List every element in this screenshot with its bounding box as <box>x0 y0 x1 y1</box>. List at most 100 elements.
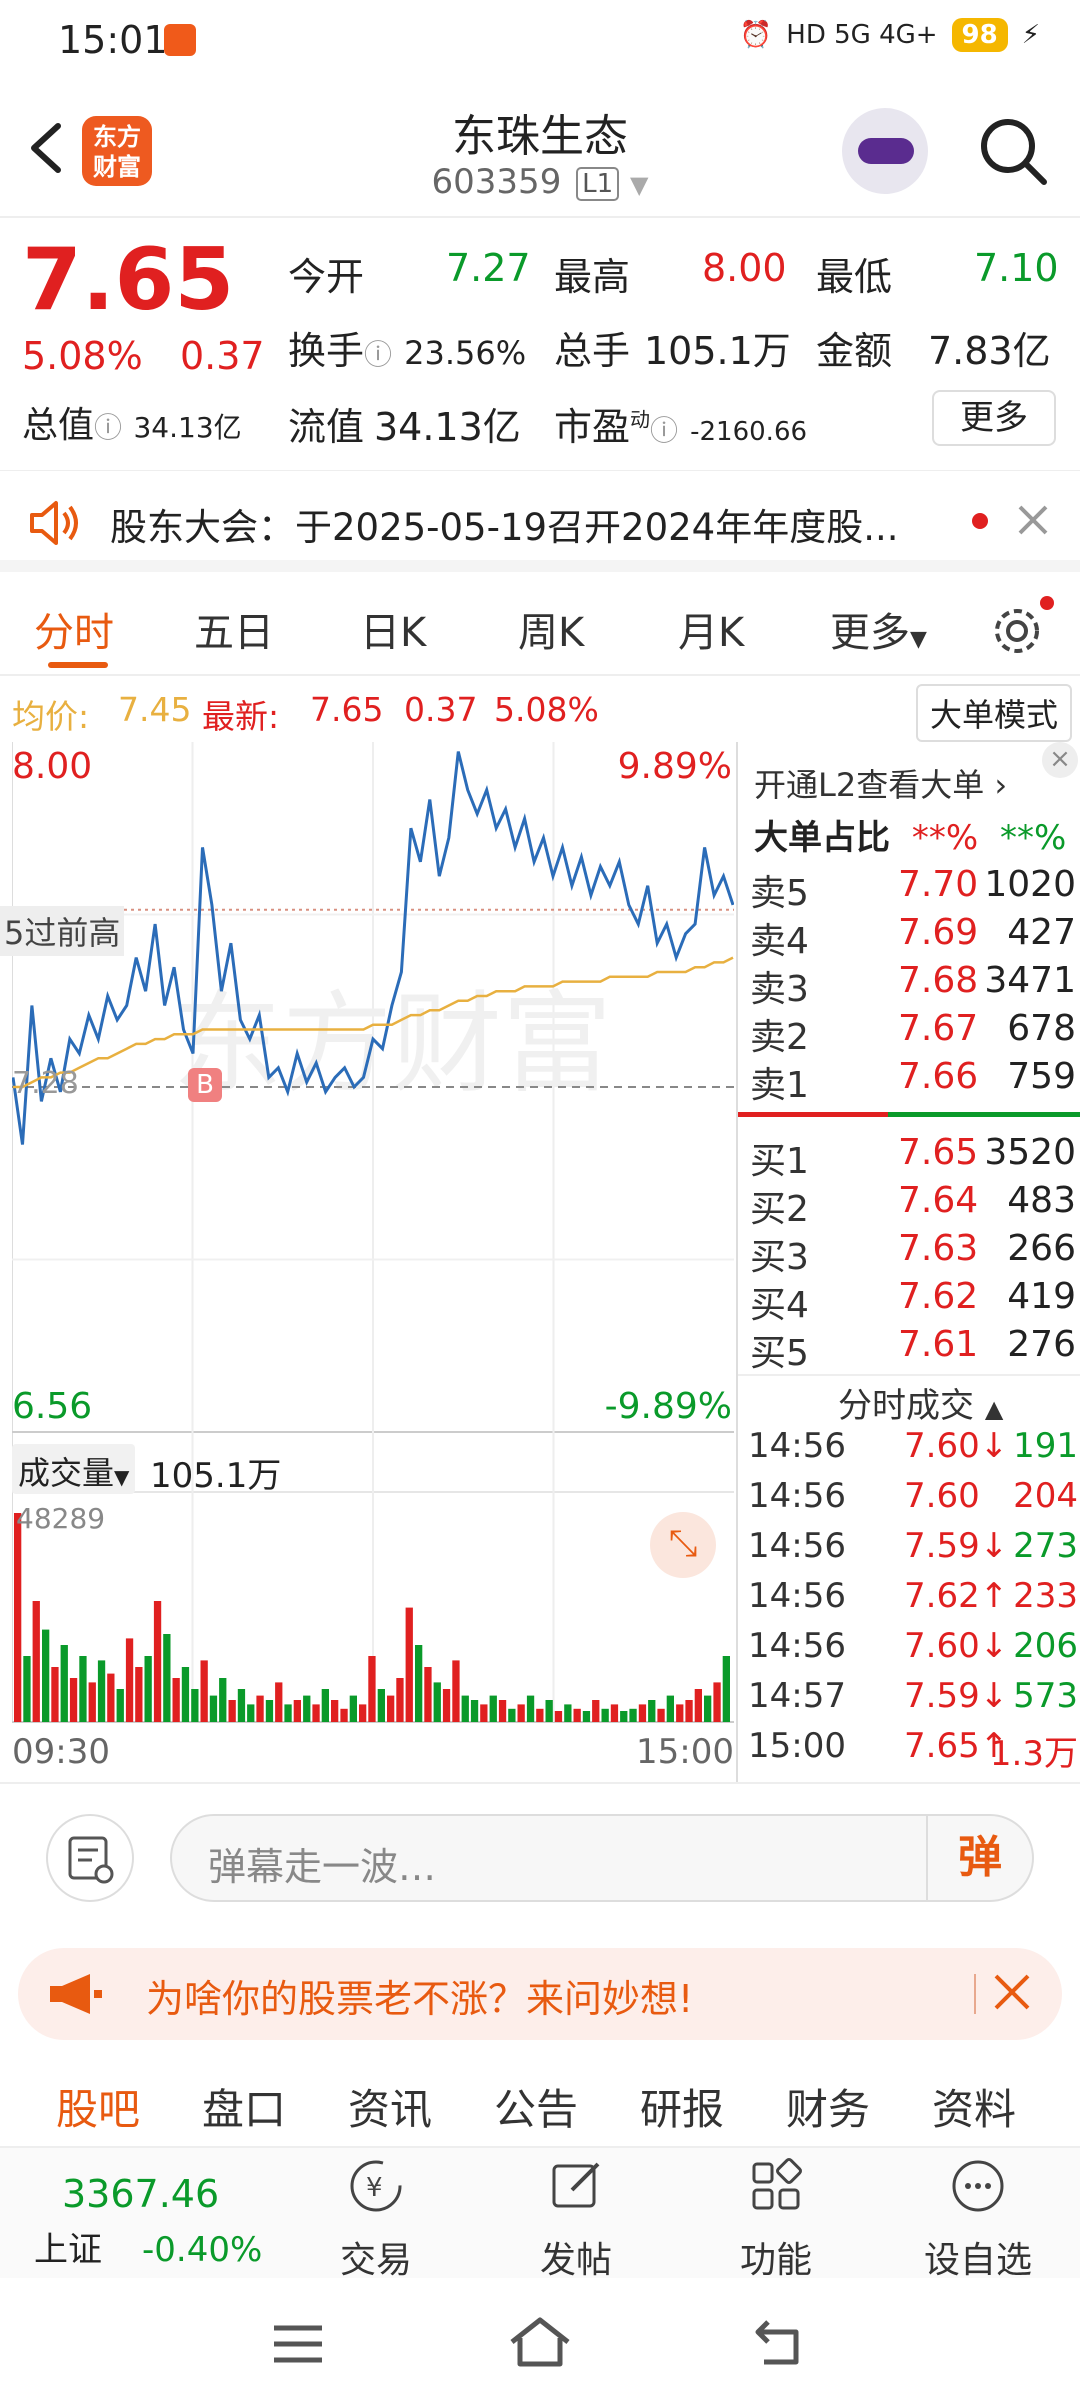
volume-bar <box>648 1700 656 1722</box>
buy-order-label: 买1 <box>750 1141 809 1182</box>
stock-code-row[interactable]: 603359 L1 ▼ <box>0 162 1080 202</box>
menu-icon[interactable] <box>270 2322 326 2366</box>
y-axis-high: 8.00 <box>12 746 93 787</box>
intraday-chart[interactable]: 东方财富 8.00 9.89% 6.56 -9.89% 7.28 5过前高 B … <box>0 742 735 1782</box>
tab-more[interactable]: 更多▼ <box>830 600 927 658</box>
avg-price-line: 均价: 7.45 最新: 7.65 0.37 5.08% 大单模式 <box>0 680 1080 742</box>
assistant-avatar[interactable] <box>842 108 928 194</box>
buy-ratio-bar <box>888 1112 1080 1117</box>
settings-icon[interactable] <box>990 604 1044 658</box>
more-button[interactable]: 更多 <box>932 390 1056 446</box>
tab-news[interactable]: 资讯 <box>348 2085 433 2134</box>
tab-profile[interactable]: 资料 <box>932 2085 1017 2134</box>
buy-marker[interactable]: B <box>188 1068 222 1102</box>
time-end: 15:00 <box>636 1732 734 1772</box>
close-icon[interactable]: × <box>1042 742 1078 778</box>
order-book: 开通L2查看大单 › × 大单占比 **% **% 卖5 7.70 1020 卖4 7.… <box>736 742 1080 1782</box>
close-icon[interactable] <box>984 1964 1040 2020</box>
sell-order-volume: 678 <box>1007 1008 1076 1049</box>
add-watchlist-button[interactable]: 设自选 <box>908 2156 1048 2283</box>
app-logo[interactable]: 东方财富 <box>82 116 152 186</box>
tab-pankou[interactable]: 盘口 <box>202 2085 287 2134</box>
buy-order-row[interactable]: 买4 7.62 419 <box>744 1276 1076 1326</box>
volume-total: 105.1万 <box>150 1456 282 1496</box>
volume-bar <box>42 1629 50 1722</box>
l2-upgrade-link[interactable]: 开通L2查看大单 › <box>754 766 1008 804</box>
ticks-header[interactable]: 分时成交 ▲ <box>838 1378 1003 1427</box>
back-arrow-icon[interactable] <box>22 118 72 178</box>
buy-order-row[interactable]: 买5 7.61 276 <box>744 1324 1076 1374</box>
tab-announcements[interactable]: 公告 <box>494 2085 579 2134</box>
volume-bar <box>321 1689 329 1722</box>
notice-text: 股东大会：于2025-05-19召开2024年年度股... <box>110 506 899 549</box>
tick-price: 7.65↑ <box>904 1726 1009 1766</box>
dropdown-arrow-icon: ▼ <box>910 627 927 652</box>
volume-selector[interactable]: 成交量▼ <box>12 1444 136 1494</box>
big-order-mode-button[interactable]: 大单模式 <box>916 684 1073 742</box>
ratio-green: **% <box>1000 818 1067 858</box>
change-amount: 0.37 <box>180 334 265 378</box>
buy-order-price: 7.63 <box>898 1228 979 1269</box>
sell-order-volume: 427 <box>1007 912 1076 953</box>
market-cap-row[interactable]: 总值ⓘ 34.13亿 <box>22 396 242 448</box>
tab-research[interactable]: 研报 <box>640 2085 725 2134</box>
turnover-row[interactable]: 换手ⓘ 23.56% <box>288 320 526 375</box>
expand-icon[interactable]: ⤡ <box>650 1512 716 1578</box>
close-icon[interactable] <box>1016 503 1050 537</box>
buy-order-row[interactable]: 买2 7.64 483 <box>744 1180 1076 1230</box>
tab-guba[interactable]: 股吧 <box>56 2085 141 2134</box>
avg-label: 均价: <box>12 697 90 736</box>
sell-order-row[interactable]: 卖2 7.67 678 <box>744 1008 1076 1058</box>
tab-intraday[interactable]: 分时 <box>34 610 114 656</box>
sell-order-row[interactable]: 卖3 7.68 3471 <box>744 960 1076 1010</box>
volume-bar <box>349 1695 357 1722</box>
chart-canvas: 东方财富 <box>11 742 735 1723</box>
volume-bar <box>303 1695 311 1722</box>
notice-bar[interactable]: 股东大会：于2025-05-19召开2024年年度股... <box>0 470 1080 572</box>
amount-value: 7.83亿 <box>928 329 1051 373</box>
charging-icon: ⚡ <box>1021 20 1040 50</box>
add-watchlist-label: 设自选 <box>923 2240 1032 2281</box>
info-icon: ⓘ <box>94 411 123 444</box>
volume-bar <box>433 1682 441 1722</box>
tab-five-day[interactable]: 五日 <box>194 610 274 656</box>
sell-order-row[interactable]: 卖1 7.66 759 <box>744 1056 1076 1106</box>
sell-order-volume: 3471 <box>984 960 1076 1001</box>
tab-weekly-k[interactable]: 周K <box>518 610 585 656</box>
tab-monthly-k[interactable]: 月K <box>678 610 745 656</box>
buy-order-label: 买4 <box>750 1285 809 1326</box>
sell-order-row[interactable]: 卖5 7.70 1020 <box>744 864 1076 914</box>
market-cap-value: 34.13亿 <box>133 411 242 444</box>
danmaku-settings-icon[interactable] <box>46 1814 134 1902</box>
home-icon[interactable] <box>506 2314 574 2370</box>
volume-bar <box>51 1667 59 1722</box>
tick-time: 15:00 <box>748 1726 846 1766</box>
trade-button[interactable]: ¥ 交易 <box>306 2156 446 2283</box>
post-button[interactable]: 发帖 <box>506 2156 646 2283</box>
pe-row[interactable]: 市盈动ⓘ -2160.66 <box>554 396 807 451</box>
buy-order-row[interactable]: 买3 7.63 266 <box>744 1228 1076 1278</box>
functions-button[interactable]: 功能 <box>706 2156 846 2283</box>
back-nav-icon[interactable] <box>752 2316 808 2368</box>
buy-order-label: 买3 <box>750 1237 809 1278</box>
search-icon[interactable] <box>976 114 1050 188</box>
buy-order-row[interactable]: 买1 7.65 3520 <box>744 1132 1076 1182</box>
volume-value: 105.1万 <box>644 329 791 373</box>
notification-icon <box>164 24 196 56</box>
buy-order-volume: 276 <box>1007 1324 1076 1365</box>
danmaku-placeholder: 弹幕走一波… <box>208 1845 437 1889</box>
volume-bar <box>312 1704 320 1722</box>
quote-panel: 7.65 5.08% 0.37 总值ⓘ 34.13亿 今开 7.27 最高 8.… <box>0 220 1080 468</box>
volume-bar <box>666 1695 674 1722</box>
tab-daily-k[interactable]: 日K <box>360 610 427 656</box>
buy-order-label: 买5 <box>750 1333 809 1374</box>
volume-bar <box>97 1660 106 1722</box>
danmaku-send-button[interactable]: 弹 <box>926 1816 1032 1900</box>
tab-finance[interactable]: 财务 <box>786 2085 871 2134</box>
prev-high-tag[interactable]: 5过前高 <box>0 906 125 956</box>
promo-banner[interactable]: 为啥你的股票老不涨？来问妙想! <box>18 1948 1062 2040</box>
index-ticker[interactable]: 3367.46 上证 -0.40% <box>34 2172 262 2271</box>
volume-bar <box>32 1601 40 1722</box>
danmaku-input[interactable]: 弹幕走一波… 弹 <box>170 1814 1034 1902</box>
sell-order-row[interactable]: 卖4 7.69 427 <box>744 912 1076 962</box>
